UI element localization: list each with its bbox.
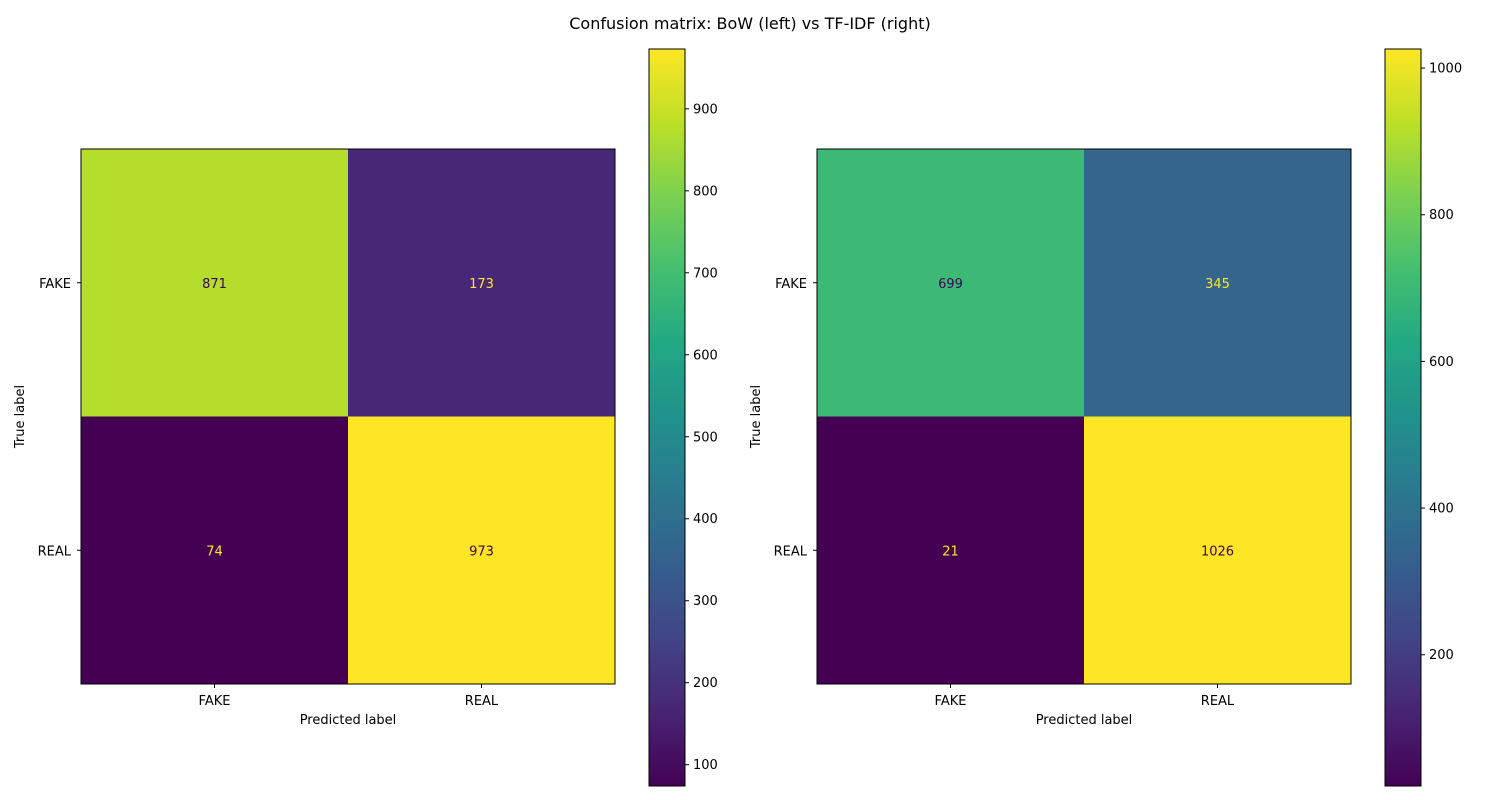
matrix-cell [81, 416, 349, 685]
figure-title: Confusion matrix: BoW (left) vs TF-IDF (… [569, 14, 931, 33]
cell-value-label: 173 [469, 277, 494, 292]
matrix-cell [1084, 416, 1352, 685]
x-axis-label: Predicted label [300, 713, 397, 728]
x-axis-label: Predicted label [1036, 713, 1133, 728]
colorbar-tick-label: 1000 [1429, 62, 1462, 77]
x-tick-label: REAL [465, 694, 499, 709]
cell-value-label: 345 [1205, 277, 1230, 292]
y-axis-label: True label [749, 385, 764, 449]
y-tick-label: FAKE [775, 277, 807, 292]
axes-frame [816, 148, 1352, 685]
cell-value-label: 1026 [1201, 544, 1234, 559]
matrix-cell [81, 149, 349, 417]
colorbar-tick-label: 600 [1429, 355, 1454, 370]
colorbar-tick-label: 700 [693, 266, 718, 281]
x-tick-label: FAKE [199, 694, 231, 709]
colorbar-tick-label: 200 [1429, 648, 1454, 663]
colorbar-tick-label: 200 [693, 676, 718, 691]
matrix-cell [1084, 149, 1352, 417]
cell-value-label: 74 [206, 544, 223, 559]
colorbar-tick-label: 500 [693, 430, 718, 445]
colorbar-tick-label: 100 [693, 758, 718, 773]
cell-value-label: 699 [938, 277, 963, 292]
matrix-cell [348, 149, 616, 417]
colorbar-tick-label: 600 [693, 348, 718, 363]
confusion-matrix-panel-2: 699 345 21 1026 FAKE REAL FAKE REAL Predicted la… [749, 48, 1462, 787]
colorbar [1384, 48, 1422, 787]
colorbar-tick-label: 400 [693, 512, 718, 527]
cell-value-label: 21 [942, 544, 959, 559]
cell-value-label: 973 [469, 544, 494, 559]
y-tick-label: REAL [774, 544, 808, 559]
colorbar-tick-label: 300 [693, 594, 718, 609]
x-tick-label: FAKE [935, 694, 967, 709]
colorbar-tick-label: 400 [1429, 502, 1454, 517]
x-tick-label: REAL [1201, 694, 1235, 709]
axes-frame [80, 148, 616, 685]
y-tick-label: REAL [38, 544, 72, 559]
matrix-cell [348, 416, 616, 685]
matrix-cell [817, 416, 1085, 685]
cell-value-label: 871 [202, 277, 227, 292]
colorbar [648, 48, 686, 787]
y-tick-label: FAKE [39, 277, 71, 292]
confusion-matrix-panel-1: 871 173 74 973 FAKE REAL FAKE REAL Predicted lab… [13, 48, 718, 787]
matrix-cell [817, 149, 1085, 417]
y-axis-label: True label [13, 385, 28, 449]
colorbar-tick-label: 800 [693, 184, 718, 199]
colorbar-tick-label: 800 [1429, 208, 1454, 223]
colorbar-tick-label: 900 [693, 102, 718, 117]
